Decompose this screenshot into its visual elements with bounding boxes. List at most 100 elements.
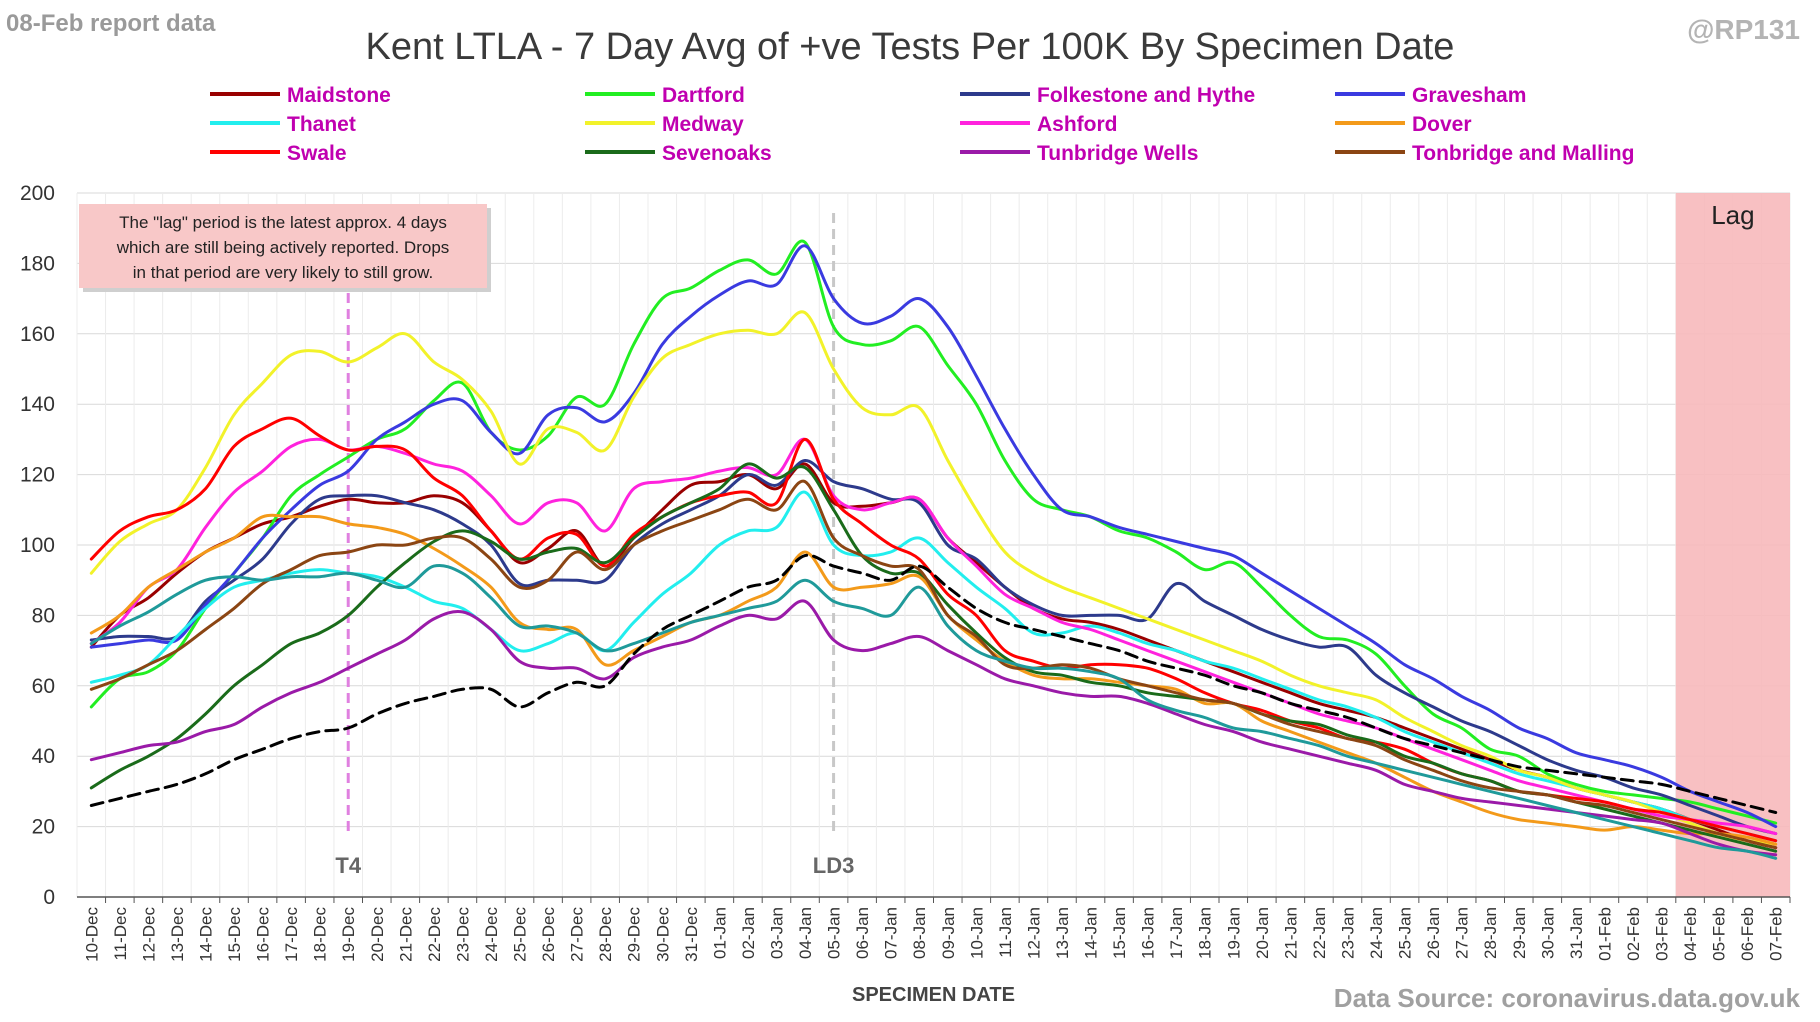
series-line-tunbridge-wells <box>89 599 1778 857</box>
x-tick-label: 15-Jan <box>1110 907 1129 959</box>
series-line-tonbridge-and-malling <box>89 479 1778 850</box>
x-tick-label: 08-Jan <box>910 907 929 959</box>
x-tick-label: 24-Dec <box>482 907 501 962</box>
legend-label: Gravesham <box>1412 84 1526 107</box>
legend-label: Maidstone <box>287 84 391 107</box>
y-tick-label: 0 <box>43 886 55 909</box>
legend: Maidstone Dartford Folkestone and Hythe Gra… <box>210 84 1634 165</box>
x-tick-label: 22-Jan <box>1310 907 1329 959</box>
y-tick-label: 200 <box>20 182 55 205</box>
x-tick-label: 20-Jan <box>1253 907 1272 959</box>
series-line-thanet <box>89 490 1778 843</box>
author-handle: @RP131 <box>1687 14 1800 45</box>
x-tick-label: 06-Feb <box>1738 907 1757 961</box>
x-tick-label: 13-Dec <box>168 907 187 962</box>
x-tick-label: 19-Jan <box>1224 907 1243 959</box>
x-tick-label: 28-Jan <box>1481 907 1500 959</box>
x-tick-label: 26-Jan <box>1424 907 1443 959</box>
x-tick-label: 29-Jan <box>1510 907 1529 959</box>
legend-label: Ashford <box>1037 113 1118 136</box>
x-tick-label: 31-Dec <box>682 907 701 962</box>
x-tick-label: 07-Feb <box>1767 907 1786 961</box>
marker-label: LD3 <box>813 853 855 878</box>
note-box <box>79 204 487 288</box>
x-tick-label: 12-Jan <box>1024 907 1043 959</box>
x-tick-label: 30-Dec <box>653 907 672 962</box>
x-tick-label: 10-Jan <box>967 907 986 959</box>
x-tick-label: 12-Dec <box>139 907 158 962</box>
x-tick-label: 02-Jan <box>739 907 758 959</box>
x-tick-label: 03-Jan <box>768 907 787 959</box>
series-line-sevenoaks <box>89 462 1778 853</box>
x-tick-label: 20-Dec <box>368 907 387 962</box>
y-tick-label: 40 <box>32 745 55 768</box>
x-tick-label: 18-Dec <box>311 907 330 962</box>
x-tick-label: 15-Dec <box>225 907 244 962</box>
x-tick-label: 04-Jan <box>796 907 815 959</box>
legend-label: Tunbridge Wells <box>1037 142 1198 165</box>
series-line-medway <box>89 310 1778 846</box>
lag-shade <box>1675 193 1790 897</box>
x-tick-label: 25-Dec <box>511 907 530 962</box>
x-tick-label: 30-Jan <box>1538 907 1557 959</box>
lag-note: The "lag" period is the latest approx. 4… <box>79 204 491 292</box>
x-tick-label: 04-Feb <box>1681 907 1700 961</box>
data-source: Data Source: coronavirus.data.gov.uk <box>1333 983 1800 1013</box>
y-tick-label: 20 <box>32 816 55 839</box>
y-tick-label: 180 <box>20 252 55 275</box>
legend-label: Dover <box>1412 113 1472 136</box>
x-tick-label: 05-Feb <box>1710 907 1729 961</box>
x-tick-label: 01-Feb <box>1595 907 1614 961</box>
x-tick-label: 31-Jan <box>1567 907 1586 959</box>
x-tick-label: 05-Jan <box>825 907 844 959</box>
axes: 0 20 40 60 80 100 120 140 160 180 200 10-Dec 11-Dec 1… <box>20 182 1791 1006</box>
x-tick-label: 17-Jan <box>1167 907 1186 959</box>
x-tick-label: 02-Feb <box>1624 907 1643 961</box>
x-tick-label: 23-Dec <box>453 907 472 962</box>
x-tick-label: 16-Dec <box>254 907 273 962</box>
y-tick-label: 120 <box>20 464 55 487</box>
x-tick-label: 21-Dec <box>396 907 415 962</box>
x-tick-label: 09-Jan <box>939 907 958 959</box>
x-tick-label: 19-Dec <box>339 907 358 962</box>
series-line-folkestone-and-hythe <box>89 459 1778 836</box>
y-tick-label: 160 <box>20 323 55 346</box>
x-tick-label: 21-Jan <box>1281 907 1300 959</box>
series-lines <box>89 239 1778 860</box>
legend-label: Sevenoaks <box>662 142 772 165</box>
x-tick-label: 14-Jan <box>1082 907 1101 959</box>
x-tick-label: 28-Dec <box>596 907 615 962</box>
x-tick-label: 17-Dec <box>282 907 301 962</box>
x-tick-label: 22-Dec <box>425 907 444 962</box>
marker-label: T4 <box>335 853 361 878</box>
x-tick-label: 14-Dec <box>197 907 216 962</box>
legend-label: Folkestone and Hythe <box>1037 84 1255 107</box>
x-tick-label: 25-Jan <box>1396 907 1415 959</box>
series-line-unlabeled-12 <box>89 563 1778 860</box>
grid-lines <box>76 192 1791 898</box>
series-line-gravesham <box>89 244 1778 829</box>
x-tick-label: 13-Jan <box>1053 907 1072 959</box>
x-tick-label: 07-Jan <box>882 907 901 959</box>
y-tick-label: 100 <box>20 534 55 557</box>
x-tick-label: 01-Jan <box>710 907 729 959</box>
x-tick-label: 24-Jan <box>1367 907 1386 959</box>
note-text: The "lag" period is the latest approx. 4… <box>116 213 450 282</box>
report-date-label: 08-Feb report data <box>6 10 216 37</box>
x-tick-label: 27-Jan <box>1453 907 1472 959</box>
x-tick-label: 10-Dec <box>82 907 101 962</box>
legend-label: Tonbridge and Malling <box>1412 142 1634 165</box>
x-tick-label: 18-Jan <box>1196 907 1215 959</box>
x-tick-label: 26-Dec <box>539 907 558 962</box>
y-tick-label: 140 <box>20 393 55 416</box>
y-tick-label: 80 <box>32 604 55 627</box>
x-tick-label: 03-Feb <box>1653 907 1672 961</box>
x-tick-label: 11-Jan <box>996 907 1015 958</box>
lag-region: Lag <box>1675 193 1790 897</box>
y-tick-label: 60 <box>32 675 55 698</box>
legend-label: Medway <box>662 113 744 136</box>
lag-label: Lag <box>1711 200 1754 230</box>
x-tick-label: 27-Dec <box>568 907 587 962</box>
x-tick-label: 29-Dec <box>625 907 644 962</box>
